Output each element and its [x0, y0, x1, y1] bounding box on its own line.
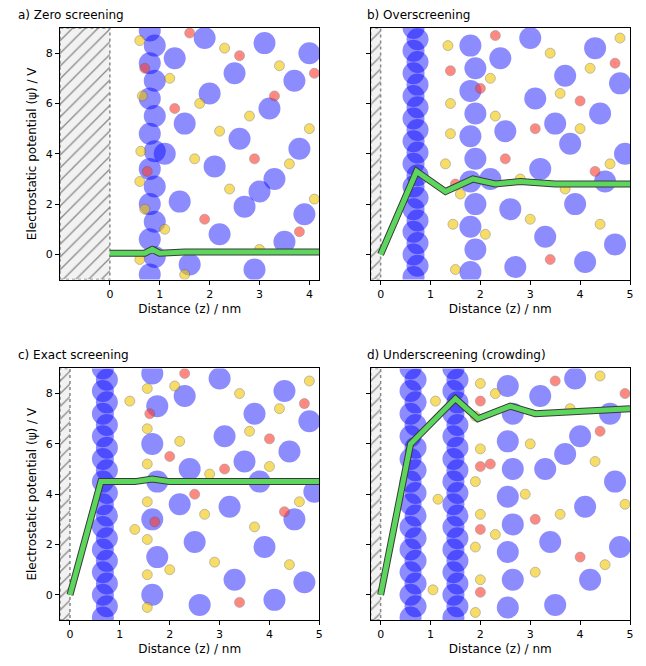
svg-text:6: 6	[46, 438, 53, 451]
svg-text:0: 0	[377, 628, 384, 641]
svg-text:d) Underscreening (crowding): d) Underscreening (crowding)	[367, 348, 546, 362]
svg-text:3: 3	[256, 288, 263, 301]
svg-text:0: 0	[46, 248, 53, 261]
svg-text:b) Overscreening: b) Overscreening	[367, 8, 470, 22]
svg-text:0: 0	[66, 628, 73, 641]
svg-text:Electrostatic potential (ψ) /: Electrostatic potential (ψ) / V	[25, 67, 39, 241]
svg-text:4: 4	[577, 628, 584, 641]
svg-text:Distance (z) / nm: Distance (z) / nm	[449, 642, 552, 656]
svg-text:4: 4	[577, 288, 584, 301]
svg-text:a) Zero screening: a) Zero screening	[18, 8, 124, 22]
svg-text:0: 0	[46, 589, 53, 602]
svg-text:3: 3	[527, 628, 534, 641]
svg-text:6: 6	[46, 97, 53, 110]
svg-text:8: 8	[46, 387, 53, 400]
svg-text:1: 1	[427, 628, 434, 641]
svg-text:5: 5	[316, 628, 323, 641]
svg-text:2: 2	[477, 288, 484, 301]
svg-text:1: 1	[116, 628, 123, 641]
svg-text:Distance (z) / nm: Distance (z) / nm	[449, 302, 552, 316]
svg-text:2: 2	[46, 538, 53, 551]
svg-text:4: 4	[266, 628, 273, 641]
svg-text:2: 2	[46, 198, 53, 211]
svg-text:3: 3	[527, 288, 534, 301]
svg-text:4: 4	[46, 488, 53, 501]
svg-text:2: 2	[477, 628, 484, 641]
svg-text:0: 0	[106, 288, 113, 301]
svg-text:Distance (z) / nm: Distance (z) / nm	[138, 642, 241, 656]
svg-text:4: 4	[306, 288, 313, 301]
svg-text:5: 5	[627, 288, 634, 301]
svg-text:4: 4	[46, 148, 53, 161]
svg-text:c) Exact screening: c) Exact screening	[18, 348, 129, 362]
svg-text:2: 2	[206, 288, 213, 301]
svg-text:2: 2	[166, 628, 173, 641]
svg-text:5: 5	[627, 628, 634, 641]
svg-text:3: 3	[216, 628, 223, 641]
svg-text:Distance (z) / nm: Distance (z) / nm	[138, 302, 241, 316]
svg-text:8: 8	[46, 47, 53, 60]
svg-text:1: 1	[427, 288, 434, 301]
svg-text:Electrostatic potential (ψ) /: Electrostatic potential (ψ) / V	[25, 407, 39, 581]
svg-text:0: 0	[377, 288, 384, 301]
svg-text:1: 1	[156, 288, 163, 301]
